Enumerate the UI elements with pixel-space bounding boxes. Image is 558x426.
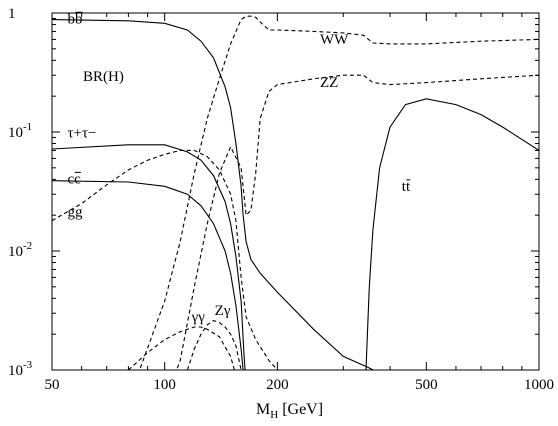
y-axis-annotation: BR(H) [83, 69, 124, 85]
plot-frame [51, 12, 540, 371]
series-label-Z: Zγ [215, 303, 231, 319]
x-tick-label: 500 [415, 377, 438, 393]
x-axis-title-main: M [256, 401, 270, 418]
series-line-s7 [128, 326, 235, 370]
x-axis-title-unit: [GeV] [278, 401, 323, 418]
y-tick-label-exponent: -2 [23, 240, 32, 252]
y-tick-label-base: 10 [8, 244, 23, 260]
series-label-s4: τ+τ− [67, 125, 96, 141]
y-tick-label-base: 10 [8, 363, 23, 379]
y-tick-label: 10-1 [8, 121, 32, 141]
x-tick-label: 100 [153, 377, 176, 393]
series-line-tt [365, 98, 539, 370]
y-tick-label: 1 [8, 6, 16, 22]
x-tick-label: 50 [45, 377, 60, 393]
y-tick-label-exponent: -3 [23, 359, 33, 371]
series-label-WW: WW [320, 32, 349, 48]
x-tick-label: 200 [266, 377, 289, 393]
x-tick-label: 1000 [524, 377, 554, 393]
series-line-WW [139, 15, 539, 370]
y-tick-label: 10-2 [8, 240, 32, 260]
series-lines [52, 15, 539, 370]
y-tick-label-base: 1 [8, 6, 16, 22]
x-axis-title: MH [GeV] [256, 401, 323, 421]
series-line-bb [52, 19, 375, 370]
series-labels: bb WW ZZ tt τ+τ− cc gg γγ Zγ [67, 11, 410, 325]
series-label-tt: tt [402, 179, 411, 195]
series-line-ZZ [175, 74, 539, 370]
series-label-bb: bb [67, 11, 82, 27]
series-label-gg: gg [67, 204, 83, 220]
axis-ticks [51, 12, 540, 371]
x-axis-title-subscript: H [270, 409, 278, 421]
series-label-s7: γγ [191, 310, 206, 326]
series-line-Z [186, 319, 242, 370]
series-line-cc [52, 180, 244, 370]
y-tick-label-base: 10 [8, 125, 23, 141]
y-tick-label-exponent: -1 [23, 121, 32, 133]
series-line-s4 [52, 144, 246, 370]
series-label-ZZ: ZZ [320, 75, 338, 91]
y-tick-label: 10-3 [8, 359, 33, 379]
series-line-gg [52, 149, 278, 370]
series-label-cc: cc [67, 171, 81, 187]
